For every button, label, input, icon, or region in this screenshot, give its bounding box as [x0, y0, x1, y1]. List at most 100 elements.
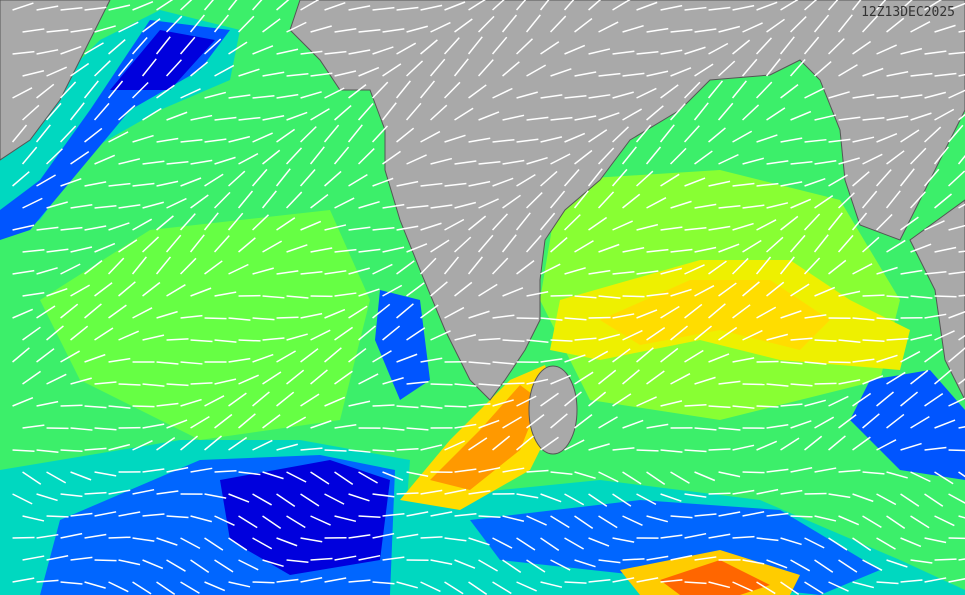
- wind-barb: [861, 15, 879, 33]
- wind-barb: [540, 136, 563, 143]
- wind-barb: [276, 217, 296, 231]
- wind-barb: [790, 198, 812, 209]
- wind-barb: [862, 515, 882, 528]
- wind-barb: [852, 358, 875, 363]
- wind-barb: [132, 81, 149, 99]
- wind-barbs: [11, 0, 965, 595]
- wind-barb: [660, 449, 683, 453]
- wind-barb: [262, 471, 284, 480]
- wind-barb: [84, 260, 103, 275]
- wind-barb: [588, 216, 608, 231]
- wind-barb: [780, 581, 800, 595]
- wind-barb: [12, 347, 30, 363]
- wind-barb: [732, 304, 751, 319]
- wind-barb: [179, 213, 196, 231]
- wind-barb: [300, 577, 323, 583]
- wind-barb: [516, 91, 538, 99]
- wind-barb: [948, 224, 965, 231]
- wind-barb: [36, 5, 59, 11]
- wind-barb: [22, 197, 43, 209]
- wind-barb: [454, 18, 473, 33]
- wind-barb: [742, 559, 765, 565]
- wind-barb: [156, 490, 179, 495]
- wind-barb: [444, 537, 467, 542]
- wind-barb: [204, 395, 225, 407]
- wind-barb: [875, 169, 892, 187]
- wind-barb: [732, 489, 755, 495]
- wind-barb: [804, 537, 825, 549]
- wind-barb: [324, 87, 345, 99]
- wind-barb: [660, 4, 683, 11]
- wind-barb: [660, 347, 679, 363]
- wind-barb: [180, 398, 202, 407]
- wind-barb: [132, 218, 153, 231]
- wind-barb: [252, 267, 274, 275]
- wind-barb: [886, 17, 905, 33]
- wind-barb: [444, 182, 467, 187]
- wind-barb: [214, 470, 237, 473]
- wind-barb: [214, 559, 234, 573]
- wind-barb: [334, 28, 357, 33]
- wind-barb: [228, 41, 248, 55]
- wind-barb: [766, 18, 785, 33]
- wind-barb: [598, 243, 620, 253]
- wind-barb: [300, 537, 323, 543]
- wind-barb: [564, 44, 586, 55]
- wind-barb: [934, 419, 956, 429]
- wind-barb: [838, 559, 858, 573]
- wind-barb: [574, 240, 594, 253]
- wind-barb: [492, 399, 514, 407]
- wind-barb: [132, 134, 154, 143]
- wind-barb: [732, 182, 755, 187]
- wind-barb: [238, 237, 256, 253]
- wind-barb: [588, 493, 608, 507]
- wind-barb: [108, 222, 130, 231]
- wind-barb: [838, 339, 861, 343]
- wind-barb: [478, 419, 500, 429]
- wind-barb: [502, 515, 525, 523]
- wind-barb: [276, 537, 298, 547]
- wave-zone-blue: [375, 290, 430, 400]
- wind-barb: [958, 113, 965, 121]
- wind-barb: [502, 287, 524, 297]
- wind-barb: [924, 126, 942, 143]
- wind-barb: [108, 257, 125, 275]
- wind-barb: [84, 533, 107, 539]
- wind-barb: [334, 248, 357, 253]
- wind-barb: [286, 295, 309, 299]
- wind-barb: [708, 180, 731, 187]
- wind-barb: [670, 554, 693, 561]
- wind-barb: [708, 225, 731, 231]
- wind-barb: [334, 292, 357, 297]
- wind-barb: [382, 246, 405, 253]
- wind-barb: [516, 435, 534, 451]
- wind-barb: [828, 493, 851, 499]
- wind-barb: [166, 419, 188, 429]
- land-india: [289, 0, 965, 401]
- wind-barb: [132, 581, 152, 595]
- wind-barb: [372, 350, 392, 363]
- wind-barb: [910, 243, 932, 253]
- wind-barb: [804, 87, 825, 99]
- wind-barb: [467, 256, 483, 275]
- wind-barb: [94, 242, 116, 253]
- wind-barb: [708, 6, 731, 11]
- wind-barb: [180, 361, 203, 365]
- wind-barb: [396, 533, 419, 539]
- wind-barb: [933, 146, 950, 165]
- wind-barb: [924, 348, 943, 363]
- wind-barb: [958, 471, 965, 478]
- wind-barb: [262, 114, 285, 121]
- wind-barb: [803, 257, 821, 275]
- wind-barb: [684, 177, 706, 187]
- wind-barb: [934, 193, 953, 209]
- wind-barb: [684, 449, 707, 453]
- wind-barb: [132, 182, 155, 187]
- wind-barb: [550, 236, 568, 253]
- wind-barb: [94, 282, 113, 297]
- wind-barb: [924, 91, 947, 99]
- wind-barb: [540, 537, 560, 551]
- wind-barb: [165, 234, 182, 253]
- wind-barb: [526, 469, 549, 473]
- wind-barb: [766, 559, 788, 569]
